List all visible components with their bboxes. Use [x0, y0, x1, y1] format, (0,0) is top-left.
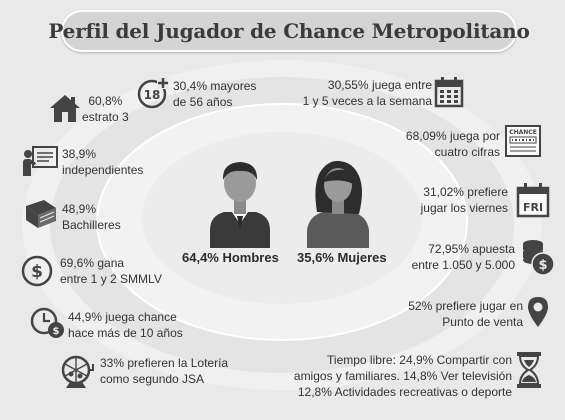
chance-ticket-icon: CHANCE [505, 125, 541, 157]
age-stat: 30,4% mayores de 56 años [173, 79, 257, 109]
age-18-plus-icon: 18 [136, 76, 170, 110]
lottery-drum-icon [60, 354, 94, 390]
friday-stat: 31,02% prefiere jugar los viernes [420, 185, 508, 215]
map-pin-icon [527, 296, 549, 328]
lottery-stat: 33% prefieren la Lotería como segundo JS… [100, 356, 229, 386]
hourglass-icon [516, 351, 542, 389]
svg-text:18: 18 [144, 88, 161, 102]
teacher-board-icon [22, 145, 58, 177]
independent-stat: 38,9% independientes [62, 147, 144, 177]
woman-figure-icon [293, 158, 383, 252]
page-title: Perfil del Jugador de Chance Metropolita… [48, 19, 530, 43]
place-stat: 52% prefiere jugar en Punto de venta [408, 299, 523, 329]
frequency-stat: 30,55% juega entre 1 y 5 veces a la sema… [302, 78, 432, 108]
title-banner: Perfil del Jugador de Chance Metropolita… [48, 10, 530, 52]
book-icon [22, 198, 58, 230]
education-stat: 48,9% Bachilleres [62, 202, 121, 232]
coins-stack-icon: $ [521, 238, 555, 276]
clock-money-icon: $ [30, 307, 66, 339]
calendar-icon [434, 76, 464, 108]
svg-text:$: $ [53, 326, 60, 337]
women-percentage-label: 35,6% Mujeres [297, 250, 387, 265]
experience-stat: 44,9% juega chance hace más de 10 años [68, 310, 183, 340]
dollar-coin-icon: $ [21, 255, 53, 287]
digits-stat: 68,09% juega por cuatro cifras [405, 129, 500, 159]
bet-stat: 72,95% apuesta entre 1.050 y 5.000 [411, 242, 515, 272]
income-stat: 69,6% gana entre 1 y 2 SMMLV [60, 256, 162, 286]
house-icon [49, 93, 81, 123]
svg-text:$: $ [538, 258, 547, 273]
svg-text:CHANCE: CHANCE [509, 129, 537, 136]
man-figure-icon [190, 158, 290, 252]
strata-stat: 60,8% estrato 3 [82, 94, 129, 124]
free-time-stat: Tiempo libre: 24,9% Compartir con amigos… [293, 353, 512, 399]
friday-calendar-icon: FRI [516, 182, 550, 218]
men-percentage-label: 64,4% Hombres [182, 250, 279, 265]
svg-text:FRI: FRI [523, 201, 543, 214]
svg-text:$: $ [31, 262, 43, 282]
